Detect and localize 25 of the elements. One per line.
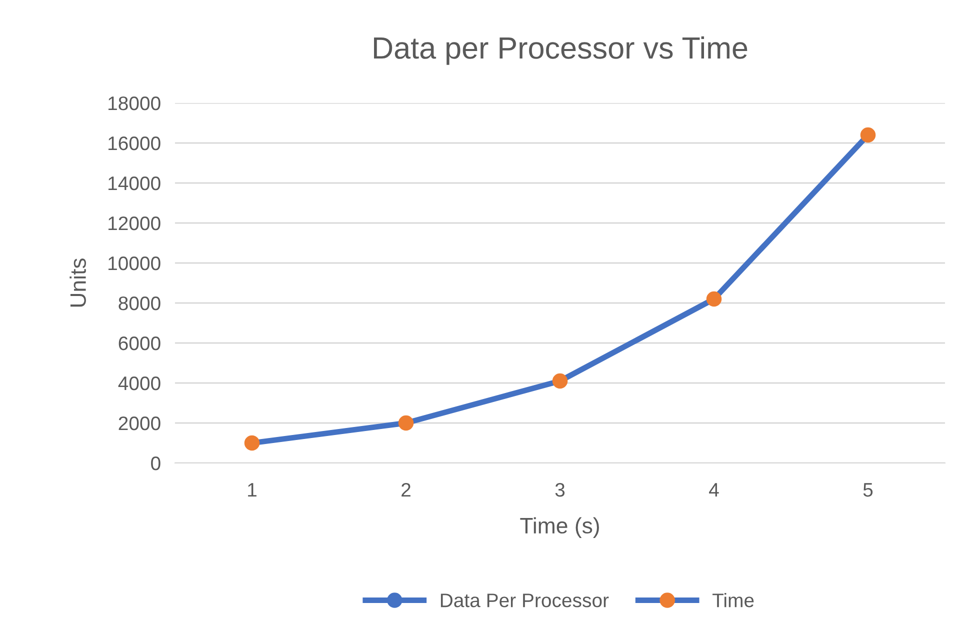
y-tick-label: 10000 (108, 256, 160, 270)
x-tick-label: 5 (863, 483, 873, 497)
point (244, 435, 260, 451)
y-axis-title: Units (70, 258, 86, 307)
point (552, 373, 568, 389)
x-tick-label: 2 (402, 482, 410, 497)
y-tick-label: 14000 (108, 176, 160, 190)
y-tick-label: 12000 (108, 216, 160, 230)
y-tick-label: 2000 (118, 416, 160, 430)
y-tick-label: 4000 (118, 376, 160, 390)
legend-label: Data Per Processor (440, 594, 609, 608)
x-axis-title: Time (s) (520, 517, 599, 538)
x-tick-label: 3 (555, 482, 565, 497)
legend-label: Time (712, 592, 754, 608)
chart-title: Data per Processor vs Time (374, 36, 748, 65)
point (398, 415, 414, 431)
y-tick-label: 0 (151, 456, 160, 470)
point (860, 127, 876, 143)
y-tick-label: 6000 (118, 336, 160, 350)
y-tick-label: 16000 (108, 136, 160, 150)
x-tick-label: 4 (709, 483, 719, 497)
y-tick-label: 18000 (108, 96, 160, 110)
point (706, 291, 722, 307)
y-tick-label: 8000 (118, 296, 160, 310)
x-tick-label: 1 (248, 483, 256, 497)
